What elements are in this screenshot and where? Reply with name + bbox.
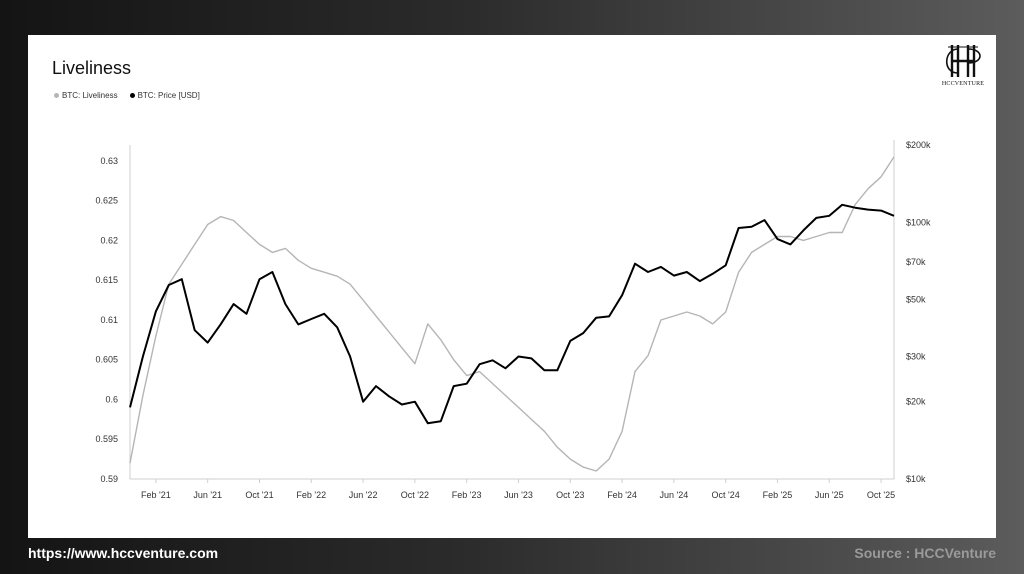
footer-url-link[interactable]: https://www.hccventure.com <box>28 545 219 561</box>
y-right-tick-label: $50k <box>906 295 926 305</box>
x-tick-label: Oct '22 <box>401 490 429 500</box>
x-tick-label: Oct '24 <box>712 490 740 500</box>
chart-card: Liveliness BTC: Liveliness BTC: Price [U… <box>28 35 996 538</box>
y-left-tick-label: 0.61 <box>100 315 118 325</box>
y-left-tick-label: 0.595 <box>95 434 118 444</box>
x-tick-label: Feb '22 <box>296 490 326 500</box>
y-left-tick-label: 0.605 <box>95 355 118 365</box>
y-left-tick-label: 0.625 <box>95 196 118 206</box>
chart-title: Liveliness <box>52 58 132 78</box>
y-right-tick-label: $70k <box>906 257 926 267</box>
x-tick-label: Jun '24 <box>659 490 688 500</box>
x-tick-label: Jun '21 <box>193 490 222 500</box>
y-left-tick-label: 0.59 <box>100 474 118 484</box>
price-series-line <box>129 203 895 425</box>
x-tick-label: Feb '24 <box>607 490 637 500</box>
legend-label-price: BTC: Price [USD] <box>137 91 200 100</box>
y-left-tick-label: 0.63 <box>100 156 118 166</box>
y-right-tick-label: $20k <box>906 397 926 407</box>
hccventure-logo: HCCVENTURE <box>938 43 988 87</box>
y-right-tick-label: $30k <box>906 352 926 362</box>
x-tick-label: Oct '25 <box>867 490 895 500</box>
footer-source: Source : HCCVenture <box>854 545 996 561</box>
x-tick-label: Oct '21 <box>245 490 273 500</box>
y-right-tick-label: $10k <box>906 474 926 484</box>
legend-dot-price <box>129 93 135 98</box>
legend-dot-liveliness <box>54 93 59 98</box>
y-left-tick-label: 0.615 <box>95 275 118 285</box>
y-right-tick-label: $100k <box>906 217 931 227</box>
y-right-tick-label: $200k <box>906 140 931 150</box>
x-tick-label: Feb '23 <box>452 490 482 500</box>
legend-label-liveliness: BTC: Liveliness <box>62 91 118 100</box>
logo-mark-icon <box>945 45 981 77</box>
chart-plot: 0.59 0.595 0.6 0.605 0.61 0.615 0.62 0.625 0.63 $… <box>95 140 931 500</box>
x-tick-label: Feb '25 <box>763 490 793 500</box>
x-tick-label: Jun '25 <box>815 490 844 500</box>
logo-text: HCCVENTURE <box>941 81 985 87</box>
y-left-tick-label: 0.62 <box>100 235 118 245</box>
y-left-tick-label: 0.6 <box>105 394 118 404</box>
legend-item-liveliness[interactable]: BTC: Liveliness <box>54 91 118 100</box>
legend-item-price[interactable]: BTC: Price [USD] <box>129 91 200 100</box>
x-tick-label: Oct '23 <box>556 490 584 500</box>
legend: BTC: Liveliness BTC: Price [USD] <box>54 91 200 100</box>
x-tick-label: Jun '22 <box>349 490 378 500</box>
x-tick-label: Jun '23 <box>504 490 533 500</box>
x-tick-label: Feb '21 <box>141 490 171 500</box>
liveliness-series-line <box>129 156 895 472</box>
